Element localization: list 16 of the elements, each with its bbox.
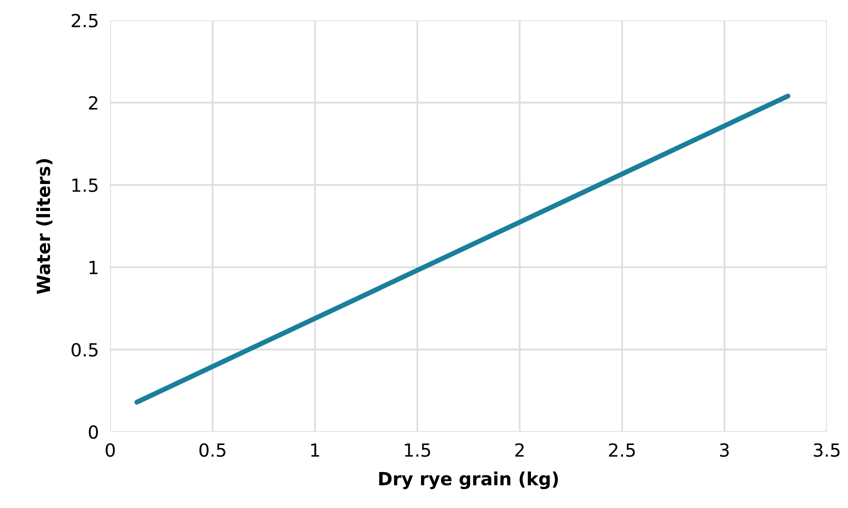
y-tick-label: 2 bbox=[88, 96, 98, 110]
x-axis-title: Dry rye grain (kg) bbox=[379, 471, 558, 490]
x-tick-label: 3 bbox=[720, 443, 729, 457]
y-tick-label: 1.5 bbox=[72, 178, 98, 192]
y-axis-title: Water (liters) bbox=[36, 159, 52, 294]
y-tick-label: 1 bbox=[90, 260, 98, 274]
x-tick-label: 1.5 bbox=[404, 443, 430, 457]
y-tick-label: 2.5 bbox=[72, 14, 98, 28]
x-tick-label: 0 bbox=[106, 443, 115, 457]
y-tick-label: 0.5 bbox=[72, 342, 98, 357]
y-tick-label: 0 bbox=[88, 425, 98, 439]
x-tick-label: 3.5 bbox=[814, 443, 840, 457]
x-tick-label: 2 bbox=[515, 443, 524, 457]
x-tick-label: 1 bbox=[311, 443, 320, 457]
x-tick-label: 0.5 bbox=[199, 443, 226, 457]
x-tick-label: 2.5 bbox=[609, 443, 635, 457]
